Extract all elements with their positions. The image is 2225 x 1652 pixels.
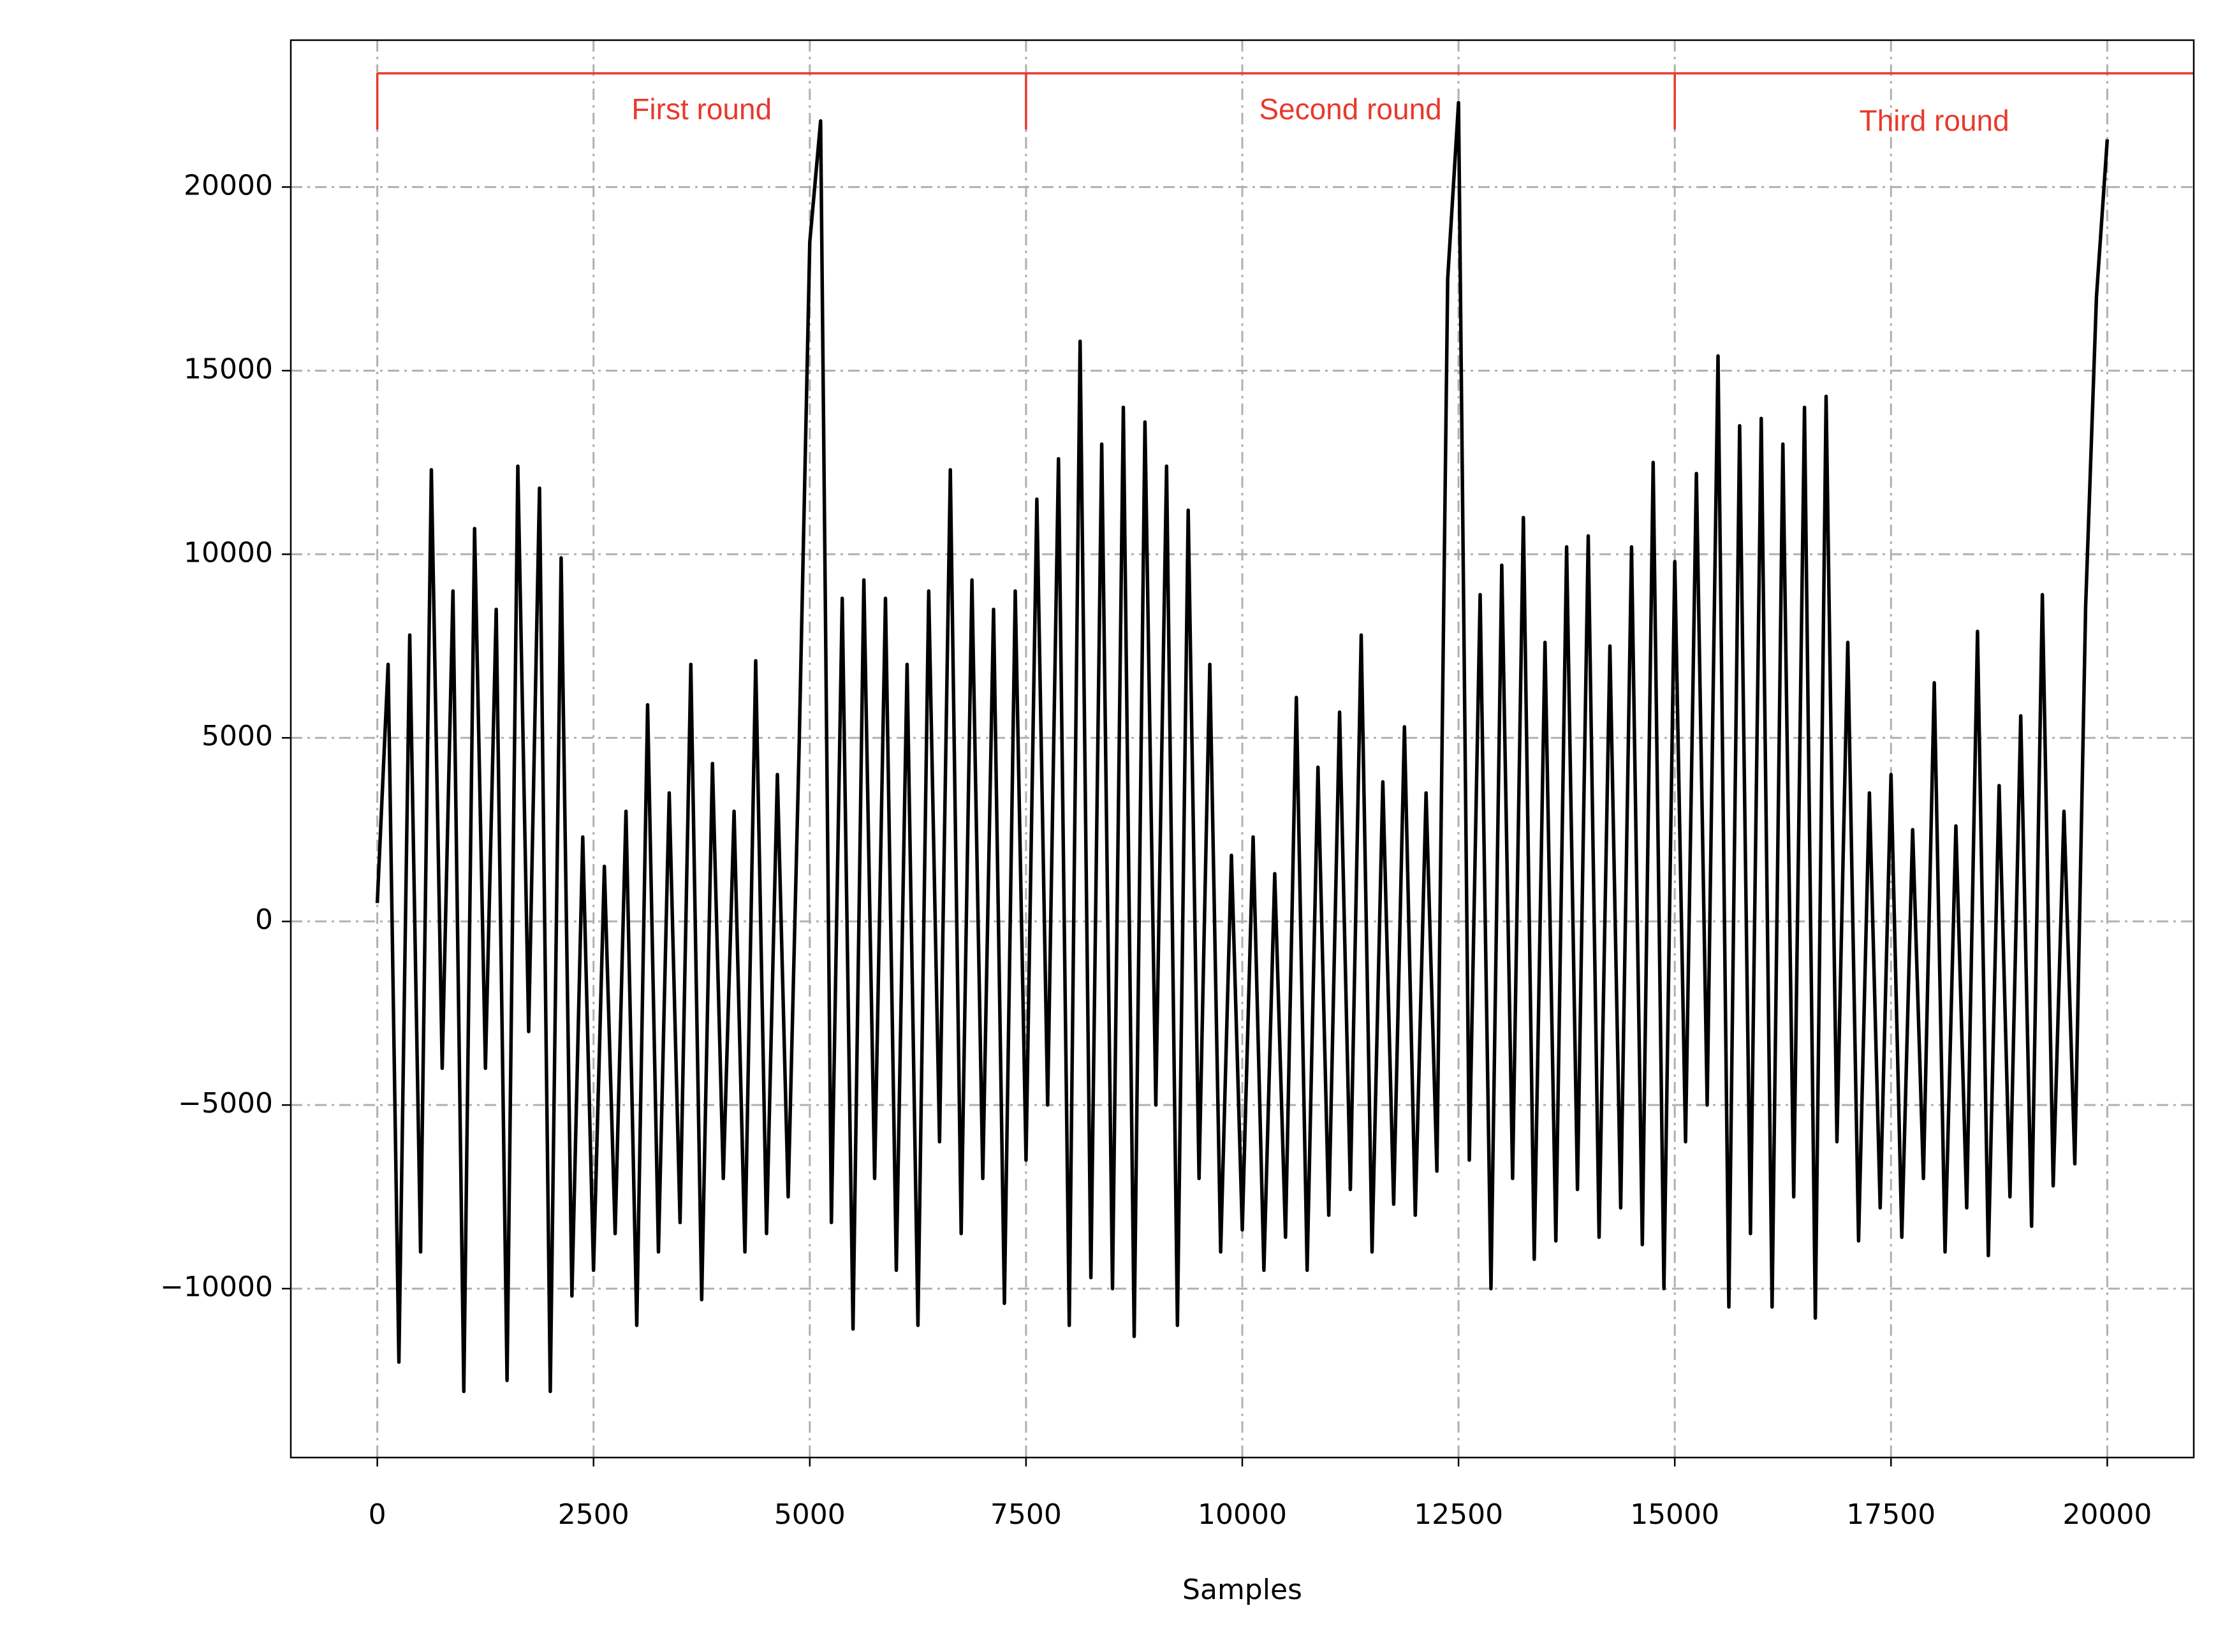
y-tick-label: 10000 — [184, 536, 273, 569]
segment-label: First round — [631, 92, 772, 126]
data-line — [375, 101, 2110, 1394]
x-tick-label: 2500 — [558, 1498, 629, 1531]
y-tick-label: 0 — [255, 903, 273, 936]
plot-frame — [290, 39, 2195, 1459]
x-tick-label: 20000 — [2062, 1498, 2152, 1531]
segment-label: Third round — [1859, 104, 2009, 137]
y-tick-label: −5000 — [178, 1087, 273, 1120]
x-tick-label: 0 — [369, 1498, 386, 1531]
y-tick-label: 20000 — [184, 169, 273, 201]
x-tick-label: 10000 — [1198, 1498, 1287, 1531]
x-tick-label: 5000 — [774, 1498, 846, 1531]
y-tick-label: 15000 — [184, 353, 273, 385]
y-tick-label: −10000 — [160, 1271, 273, 1303]
x-tick-label: 15000 — [1630, 1498, 1719, 1531]
y-tick-label: 5000 — [202, 720, 273, 752]
x-tick-label: 17500 — [1846, 1498, 1935, 1531]
x-tick-label: 7500 — [990, 1498, 1062, 1531]
x-axis-label: Samples — [1182, 1574, 1302, 1606]
segment-label: Second round — [1259, 92, 1441, 126]
x-tick-label: 12500 — [1414, 1498, 1503, 1531]
